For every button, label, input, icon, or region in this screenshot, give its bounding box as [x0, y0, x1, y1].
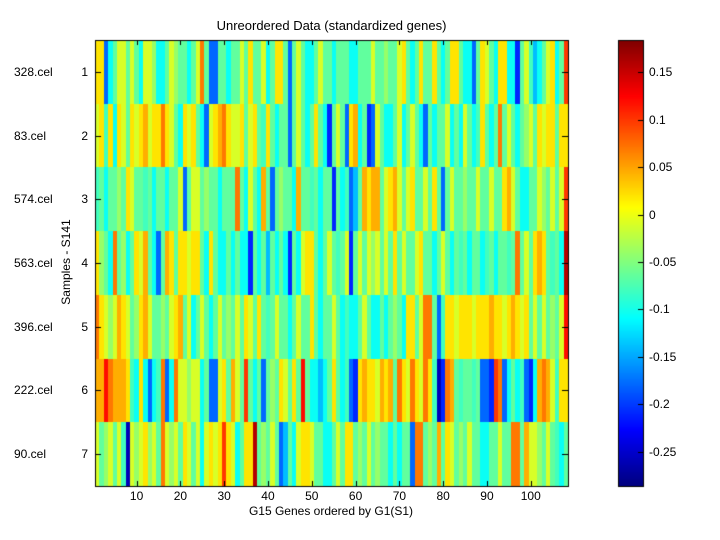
y-tick-label: 7 [81, 447, 88, 462]
sample-label: 563.cel [14, 256, 53, 270]
colorbar-tick-label: -0.1 [649, 302, 670, 317]
x-tick-label: 70 [392, 489, 407, 503]
colorbar-tick-label: -0.25 [649, 444, 677, 459]
colorbar-tick-label: -0.15 [649, 349, 677, 364]
sample-label: 328.cel [14, 64, 53, 79]
chart-title: Unreordered Data (standardized genes) [216, 18, 447, 33]
colorbar-tick-label: 0 [649, 207, 656, 222]
y-tick-label: 1 [81, 64, 88, 79]
colorbar-tick-label: 0.15 [649, 65, 673, 80]
colorbar-tick-label: 0.05 [649, 160, 673, 175]
x-tick-label: 40 [261, 489, 275, 503]
colorbar-tick-label: 0.1 [649, 112, 666, 127]
colorbar-tick-label: -0.05 [649, 255, 677, 270]
sample-label: 83.cel [14, 128, 47, 143]
sample-label: 90.cel [14, 447, 47, 462]
y-tick-label: 2 [81, 128, 88, 143]
colorbar-tick-label: -0.2 [649, 397, 670, 412]
sample-label: 222.cel [14, 383, 53, 398]
sample-label: 396.cel [14, 319, 53, 334]
y-tick-label: 4 [81, 256, 88, 270]
y-tick-label: 3 [81, 192, 88, 207]
sample-label: 574.cel [14, 192, 53, 207]
y-tick-label: 5 [81, 319, 88, 334]
x-tick-label: 60 [348, 489, 363, 503]
x-tick-label: 20 [173, 489, 188, 503]
x-axis-label: G15 Genes ordered by G1(S1) [248, 504, 414, 518]
y-tick-label: 6 [81, 383, 88, 398]
x-tick-label: 100 [520, 489, 541, 503]
x-tick-label: 10 [129, 489, 144, 503]
x-tick-label: 90 [480, 489, 494, 503]
x-tick-label: 80 [436, 489, 450, 503]
x-tick-label: 50 [305, 489, 319, 503]
x-tick-label: 30 [217, 489, 231, 503]
